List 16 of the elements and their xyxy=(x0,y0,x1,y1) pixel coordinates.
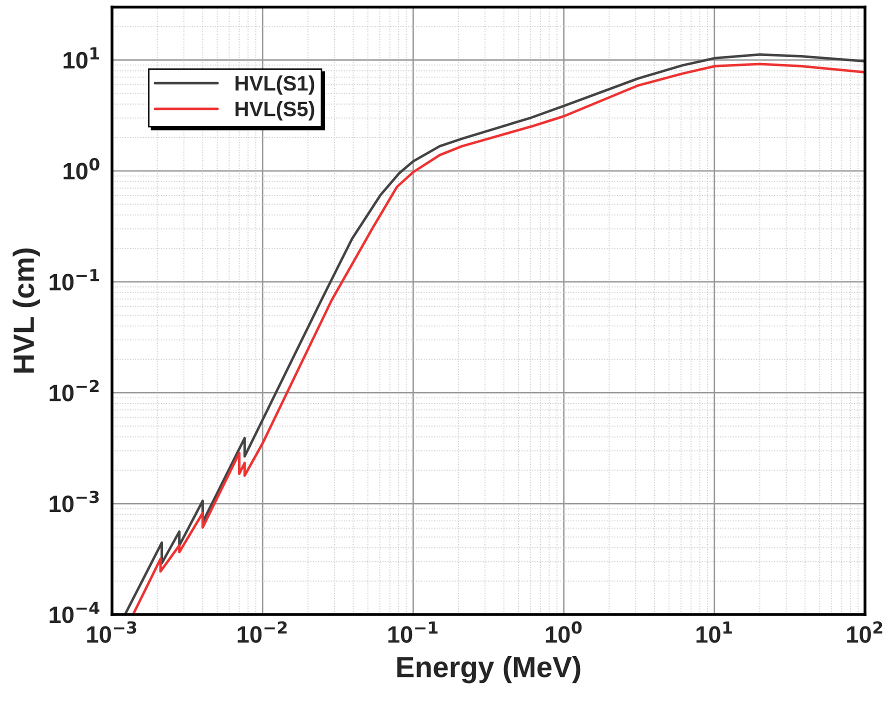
x-axis-title: Energy (MeV) xyxy=(397,656,580,684)
y-tick-label: 10$^{−2}$ xyxy=(50,380,99,402)
x-tick-label: 10$^{2}$ xyxy=(847,621,882,643)
x-tick-label: 10$^{−1}$ xyxy=(388,622,438,643)
y-axis-title: HVL (cm) xyxy=(12,248,40,373)
y-tick-label: 10$^{1}$ xyxy=(64,47,100,69)
x-tick-label: 10$^{−2}$ xyxy=(238,621,287,643)
y-tick-label: 10$^{0}$ xyxy=(64,158,100,180)
x-tick-label: 10$^{0}$ xyxy=(546,621,582,643)
x-tick-label: 10$^{−3}$ xyxy=(87,621,136,643)
y-tick-label: 10$^{−1}$ xyxy=(50,269,99,290)
y-tick-label: 10$^{−4}$ xyxy=(50,602,100,624)
legend-label: HVL(S5) xyxy=(236,101,314,120)
x-tick-label: 10$^{1}$ xyxy=(696,622,732,643)
legend-label: HVL(S1) xyxy=(236,75,314,95)
y-tick-label: 10$^{−3}$ xyxy=(50,490,99,512)
